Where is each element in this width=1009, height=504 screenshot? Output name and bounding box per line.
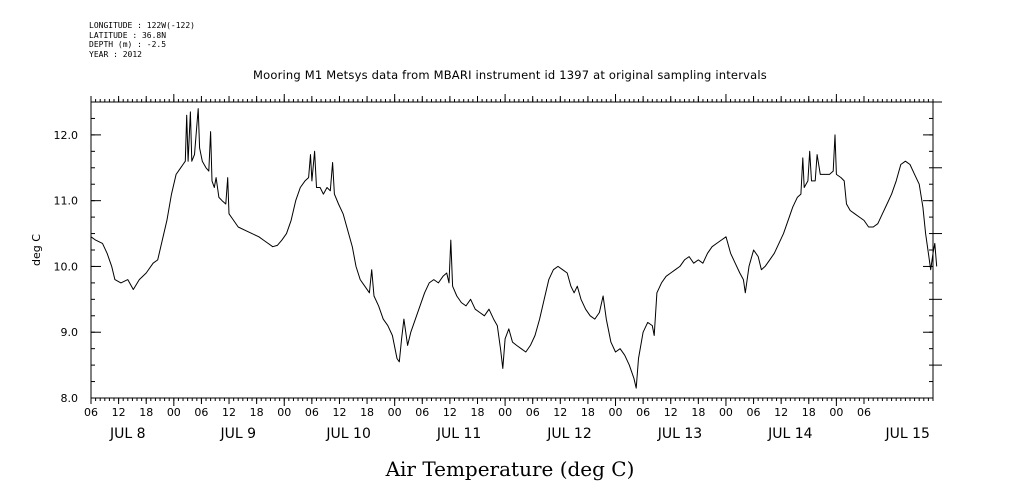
x-hour-label: 12 <box>664 406 678 419</box>
x-day-label: JUL 12 <box>546 426 591 442</box>
x-hour-label: 12 <box>774 406 788 419</box>
y-tick-label: 10.0 <box>54 260 79 273</box>
x-day-label: JUL 14 <box>767 426 813 442</box>
x-hour-label: 00 <box>167 406 181 419</box>
plot-frame <box>90 101 934 399</box>
x-hour-label: 00 <box>609 406 623 419</box>
x-hour-label: 06 <box>415 406 429 419</box>
series-line-air-temperature <box>90 108 938 389</box>
x-hour-label: 12 <box>112 406 126 419</box>
x-hour-label: 06 <box>857 406 871 419</box>
y-tick-label: 9.0 <box>61 326 79 339</box>
x-hour-label: 12 <box>222 406 236 419</box>
y-axis-label: deg C <box>30 234 43 266</box>
x-day-label: JUL 10 <box>325 426 370 442</box>
x-day-label: JUL 15 <box>884 426 929 442</box>
x-day-label: JUL 9 <box>219 426 256 442</box>
x-hour-label: 18 <box>581 406 595 419</box>
x-hour-label: 06 <box>194 406 208 419</box>
x-hour-label: 12 <box>553 406 567 419</box>
x-hour-label: 18 <box>802 406 816 419</box>
depth-label: DEPTH (m) : -2.5 <box>89 40 167 49</box>
x-hour-label: 00 <box>829 406 843 419</box>
x-hour-label: 06 <box>305 406 319 419</box>
x-hour-label: 18 <box>250 406 264 419</box>
x-hour-label: 18 <box>691 406 705 419</box>
x-hour-label: 00 <box>277 406 291 419</box>
y-tick-label: 12.0 <box>54 129 79 142</box>
x-hour-label: 12 <box>332 406 346 419</box>
x-hour-label: 18 <box>470 406 484 419</box>
y-tick-label: 8.0 <box>61 392 79 405</box>
y-tick-label: 11.0 <box>54 195 79 208</box>
x-day-label: JUL 11 <box>436 426 481 442</box>
x-axis-label: Air Temperature (deg C) <box>385 457 635 481</box>
x-hour-label: 06 <box>636 406 650 419</box>
x-hour-label: 06 <box>84 406 98 419</box>
latitude-label: LATITUDE : 36.8N <box>89 30 167 40</box>
x-hour-label: 00 <box>498 406 512 419</box>
x-hour-label: 00 <box>388 406 402 419</box>
x-hour-label: 12 <box>443 406 457 419</box>
x-hour-label: 18 <box>139 406 153 419</box>
year-label: YEAR : 2012 <box>89 49 142 59</box>
x-day-label: JUL 8 <box>109 426 146 442</box>
chart-title: Mooring M1 Metsys data from MBARI instru… <box>253 68 767 82</box>
x-hour-label: 18 <box>360 406 374 419</box>
x-hour-label: 06 <box>747 406 761 419</box>
x-hour-label: 00 <box>719 406 733 419</box>
x-hour-label: 06 <box>526 406 540 419</box>
metadata-block: LONGITUDE : 122W(-122) LATITUDE : 36.8N … <box>89 21 195 59</box>
x-day-label: JUL 13 <box>657 426 702 442</box>
longitude-label: LONGITUDE : 122W(-122) <box>89 21 195 30</box>
